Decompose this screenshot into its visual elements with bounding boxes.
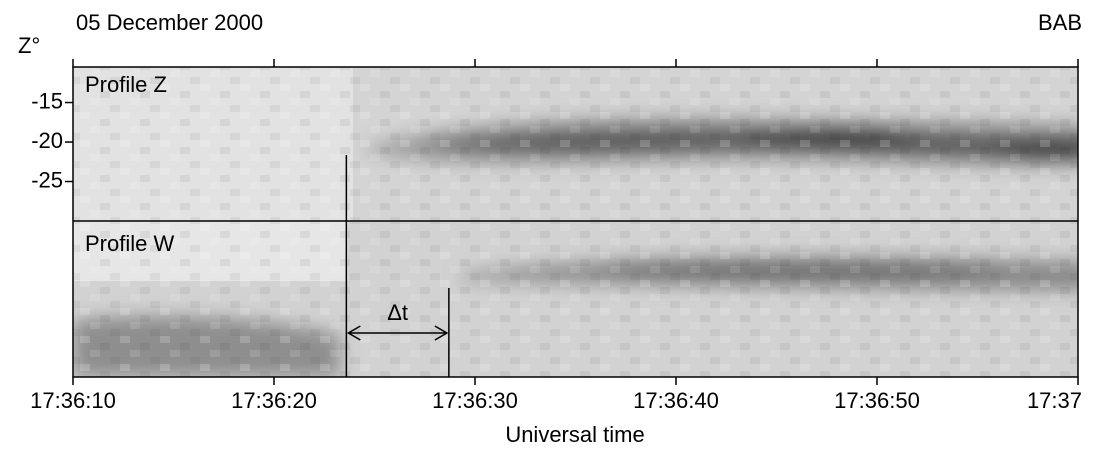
station-label: BAB (1038, 10, 1082, 35)
plot-frame (72, 66, 1079, 378)
x-tick-label: 17:36:20 (231, 388, 317, 413)
y-axis-label: Z° (18, 33, 40, 58)
panel-label: Profile W (85, 231, 174, 256)
x-tick-label: 17:36:50 (834, 388, 920, 413)
x-tick-label: 17:36:30 (432, 388, 518, 413)
y-tick-label: -25 (31, 167, 63, 192)
panel-z-image (73, 67, 1078, 221)
x-axis-label: Universal time (505, 422, 644, 447)
x-tick-label: 17:36:40 (633, 388, 719, 413)
panel-w-image (73, 221, 1078, 377)
y-tick-label: -20 (31, 128, 63, 153)
delta-arrow (346, 325, 449, 341)
chart-title: 05 December 2000 (76, 10, 263, 35)
x-tick-label: 17:37 (1027, 388, 1082, 413)
panel-label: Profile Z (85, 72, 167, 97)
y-tick-label: -15 (31, 88, 63, 113)
x-tick-label: 17:36:10 (30, 388, 116, 413)
annotation: Δt (387, 300, 408, 325)
